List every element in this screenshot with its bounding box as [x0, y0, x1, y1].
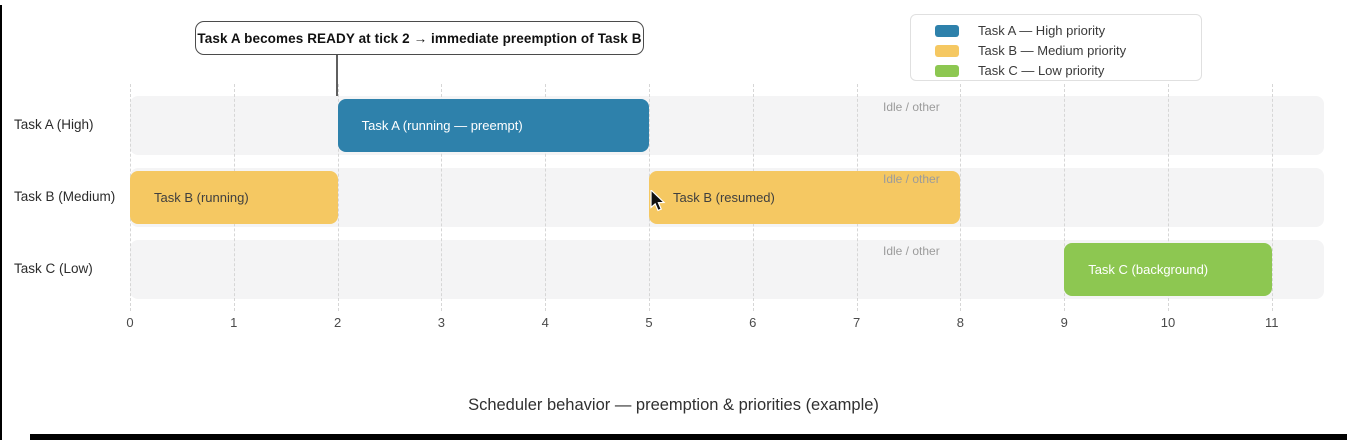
- row-label: Task A (High): [14, 116, 94, 132]
- x-tick-label: 2: [333, 315, 342, 330]
- row-label: Task B (Medium): [14, 188, 116, 204]
- gridline: [1168, 84, 1169, 311]
- idle-label: Idle / other: [883, 244, 940, 258]
- annotation-callout: Task A becomes READY at tick 2 → immedia…: [195, 21, 644, 55]
- annotation-connector-line: [336, 55, 338, 96]
- legend-item-task-b: Task B — Medium priority: [935, 41, 1201, 60]
- gridline: [545, 84, 547, 311]
- legend-item-task-a: Task A — High priority: [935, 21, 1201, 40]
- legend-label: Task C — Low priority: [978, 63, 1105, 78]
- x-tick-label: 5: [645, 315, 653, 330]
- x-tick-label: 4: [541, 315, 549, 330]
- gantt-row-lane: [130, 96, 1324, 155]
- legend-label: Task B — Medium priority: [978, 43, 1127, 58]
- x-tick-label: 0: [126, 315, 134, 330]
- x-tick-label: 6: [749, 315, 757, 330]
- gridline: [960, 84, 962, 311]
- window-edge-bottom: [30, 434, 1347, 440]
- legend-label: Task A — High priority: [978, 23, 1106, 38]
- x-tick-label: 3: [437, 315, 445, 330]
- x-tick-label: 10: [1160, 315, 1176, 330]
- task-bar: Task C (background): [1064, 243, 1272, 296]
- annotation-text: Task A becomes READY at tick 2 → immedia…: [197, 30, 642, 46]
- gridline: [337, 84, 339, 311]
- legend: Task A — High priority Task B — Medium p…: [910, 14, 1202, 81]
- gridline: [441, 84, 443, 311]
- mouse-cursor-icon: [650, 190, 666, 212]
- task-bar: Task B (resumed): [649, 171, 961, 224]
- x-tick-label: 1: [230, 315, 238, 330]
- x-tick-label: 11: [1265, 315, 1279, 330]
- chart-title: Scheduler behavior — preemption & priori…: [468, 396, 879, 414]
- window-edge-left: [0, 5, 2, 440]
- idle-label: Idle / other: [883, 172, 940, 186]
- gridline: [1271, 84, 1273, 311]
- x-tick-label: 8: [956, 315, 964, 330]
- idle-label: Idle / other: [883, 100, 940, 114]
- task-bar: Task A (running — preempt): [337, 99, 649, 152]
- x-tick-label: 9: [1060, 315, 1068, 330]
- legend-swatch-task-b: [935, 44, 959, 57]
- legend-swatch-task-a: [935, 24, 959, 37]
- gridline: [1064, 84, 1066, 311]
- legend-swatch-task-c: [935, 64, 959, 77]
- row-label: Task C (Low): [14, 260, 93, 276]
- legend-item-task-c: Task C — Low priority: [935, 61, 1201, 80]
- task-bar: Task B (running): [130, 171, 338, 224]
- x-tick-label: 7: [852, 315, 861, 330]
